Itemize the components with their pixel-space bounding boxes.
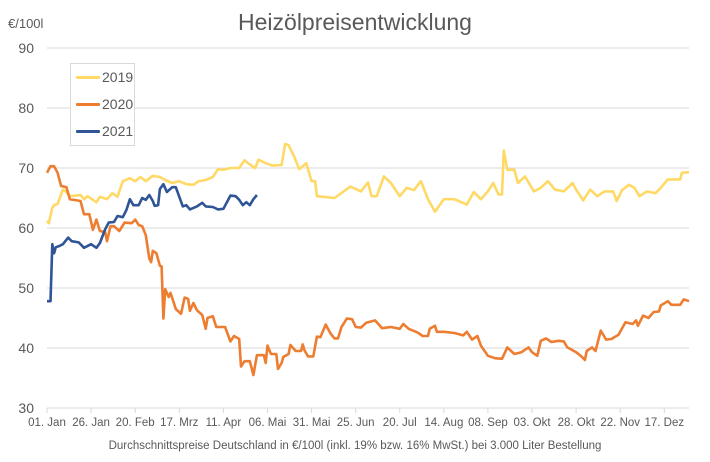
x-tick-label: 06. Mai (249, 417, 287, 429)
x-tick-label: 28. Okt (558, 417, 596, 429)
y-tick-label: 80 (18, 100, 34, 116)
x-tick-label: 22. Nov (600, 417, 640, 429)
x-tick-label: 20. Feb (116, 417, 155, 429)
chart-title: Heizölpreisentwicklung (238, 9, 472, 35)
legend-swatch (76, 129, 100, 133)
legend-label: 2020 (102, 96, 134, 112)
y-tick-label: 30 (18, 400, 34, 416)
legend-item-2020: 2020 (76, 94, 133, 114)
y-tick-label: 60 (18, 220, 34, 236)
legend-item-2021: 2021 (76, 121, 133, 141)
x-tick-label: 31. Mai (293, 417, 331, 429)
legend-item-2019: 2019 (76, 67, 133, 87)
y-tick-label: 40 (18, 340, 34, 356)
y-tick-label: 90 (18, 40, 34, 56)
x-tick-label: 11. Apr (206, 417, 242, 429)
legend-label: 2021 (102, 123, 134, 139)
x-tick-label: 03. Okt (513, 417, 551, 429)
series-line-2019 (45, 142, 690, 225)
y-tick-label: 70 (18, 160, 34, 176)
x-tick-label: 08. Sep (468, 417, 508, 429)
legend-swatch (76, 75, 100, 79)
series-line-2020 (45, 164, 690, 377)
legend-swatch (76, 102, 100, 106)
x-tick-label: 14. Aug (424, 417, 463, 429)
legend-label: 2019 (102, 69, 134, 85)
x-tick-label: 26. Jan (72, 417, 110, 429)
x-axis-caption: Durchschnittspreise Deutschland in €/100… (108, 440, 602, 452)
y-tick-label: 50 (18, 280, 34, 296)
x-tick-label: 17. Mrz (160, 417, 199, 429)
x-tick-label: 25. Jun (337, 417, 375, 429)
x-tick-label: 01. Jan (28, 417, 66, 429)
x-tick-label: 17. Dez (644, 417, 684, 429)
x-tick-label: 20. Jul (383, 417, 417, 429)
series-line-2021 (47, 182, 258, 303)
legend: 2019 2020 2021 (70, 63, 135, 146)
y-axis-label: €/100l (8, 16, 44, 31)
